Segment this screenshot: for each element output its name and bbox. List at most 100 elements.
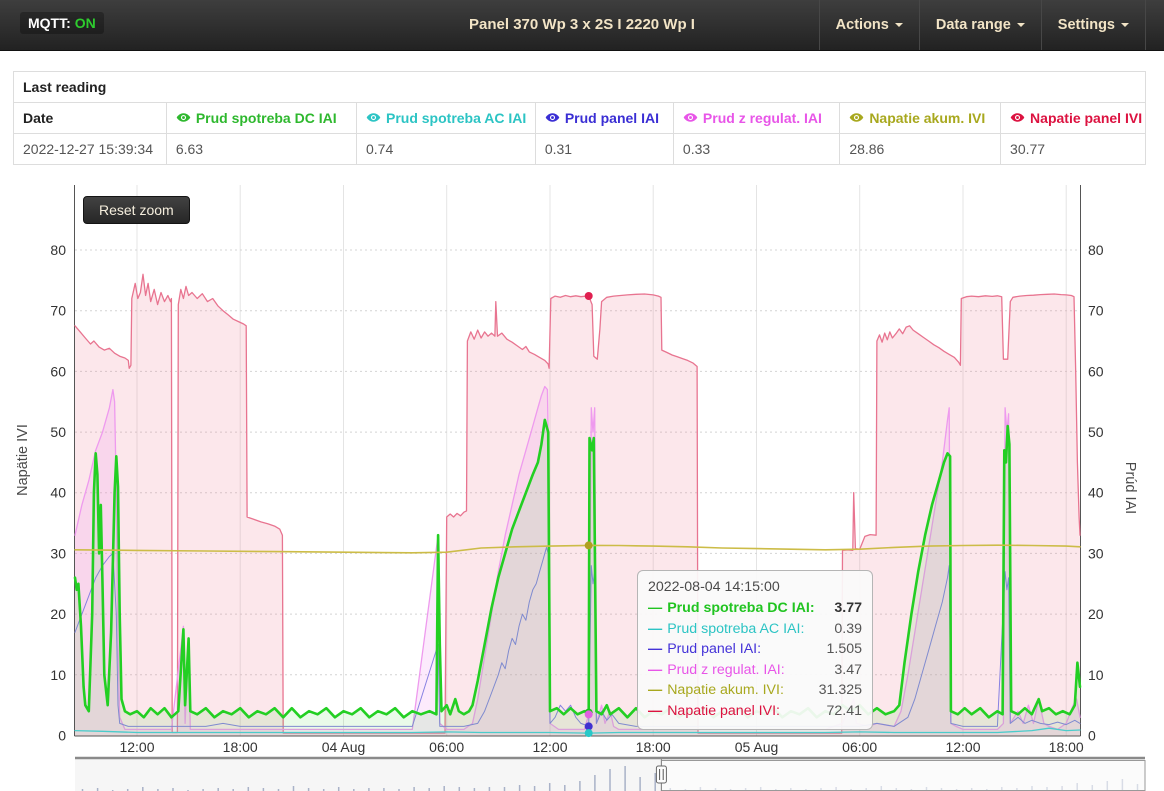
column-header-prud-z-regulat-iai[interactable]: Prud z regulat. IAI	[672, 102, 841, 134]
eye-icon	[850, 113, 864, 122]
tooltip-series-label: Prud spotreba DC IAI:	[667, 600, 815, 616]
tooltip-row: — Napatie panel IVI: 72.41	[648, 701, 862, 722]
hover-point-markers	[584, 292, 593, 738]
tooltip-series-label: Prud z regulat. IAI:	[667, 661, 785, 678]
range-handle[interactable]	[655, 765, 667, 784]
column-header-napatie-panel-ivi[interactable]: Napatie panel IVI	[1000, 102, 1146, 134]
chevron-down-icon	[1016, 23, 1025, 28]
eye-icon	[545, 113, 560, 122]
y-tick-label-left: 30	[50, 545, 66, 561]
x-tick-label: 18:00	[636, 739, 671, 755]
series-line-napatie-panel-ivi	[74, 273, 1081, 734]
menu-label: Settings	[1057, 17, 1115, 33]
column-label: Prud spotreba AC IAI	[385, 110, 527, 126]
cell-napatie-panel-ivi: 30.77	[1000, 133, 1146, 165]
hover-dot	[584, 541, 593, 550]
y-tick-label-left: 60	[50, 363, 66, 379]
range-selector-window[interactable]	[660, 760, 1146, 791]
column-header-prud-spotreba-ac-iai[interactable]: Prud spotreba AC IAI	[355, 102, 536, 134]
y-tick-label-right: 60	[1088, 363, 1104, 379]
y-tick-label-right: 70	[1088, 303, 1104, 319]
tooltip-series-value: 1.505	[826, 641, 862, 657]
cell-prud-z-regulat-iai: 0.33	[672, 133, 841, 165]
eye-icon	[1010, 113, 1025, 122]
y-tick-label-right: 30	[1088, 545, 1104, 561]
series-dash-icon: —	[648, 702, 663, 719]
table-header-row: Date Prud spotreba DC IAI Prud spotreba A…	[13, 102, 1146, 134]
y-tick-label-left: 40	[50, 485, 66, 501]
reset-zoom-button[interactable]: Reset zoom	[83, 196, 190, 224]
left-axis-title: Napätie IVI	[15, 424, 31, 496]
chevron-down-icon	[1121, 23, 1129, 28]
mqtt-label: MQTT:	[28, 15, 71, 31]
chevron-down-icon	[894, 23, 903, 28]
y-tick-label-right: 20	[1088, 606, 1104, 622]
navbar-menus: Actions Data range Settings	[818, 0, 1146, 50]
navbar: MQTT: ON Panel 370 Wp 3 x 2S I 2220 Wp I …	[0, 0, 1164, 51]
column-label: Napatie panel IVI	[1030, 110, 1143, 126]
x-tick-label: 06:00	[842, 739, 877, 755]
hover-dot	[584, 292, 593, 300]
series-line-prud-spotreba-dc-iai	[73, 418, 1082, 719]
x-tick-label: 18:00	[1049, 739, 1084, 755]
menu-label: Actions	[835, 17, 889, 33]
tooltip-row: — Prud spotreba DC IAI: 3.77	[648, 598, 862, 619]
hover-dot	[584, 729, 593, 738]
cell-napatie-akum-ivi: 28.86	[839, 133, 1002, 165]
menu-actions[interactable]: Actions	[818, 0, 919, 50]
tooltip-series-value: 3.77	[834, 600, 862, 616]
tooltip-row: — Prud spotreba AC IAI: 0.39	[648, 619, 862, 640]
series-area-prud-z-regulat-iai	[75, 386, 1080, 736]
mqtt-status-badge: MQTT: ON	[20, 12, 104, 34]
y-tick-label-right: 80	[1088, 242, 1104, 258]
cell-prud-panel-iai: 0.31	[534, 133, 674, 165]
cell-date: 2022-12-27 15:39:34	[13, 133, 167, 165]
tooltip-row: — Napatie akum. IVI: 31.325	[648, 680, 862, 701]
x-tick-label: 12:00	[119, 739, 154, 755]
mqtt-status-value: ON	[74, 15, 96, 31]
chart-series	[73, 273, 1082, 736]
column-label: Prud spotreba DC IAI	[195, 110, 337, 126]
y-tick-label-left: 20	[50, 606, 66, 622]
tooltip-series-label: Napatie akum. IVI:	[667, 682, 784, 698]
x-tick-label: 04 Aug	[322, 739, 366, 755]
chart-axis-lines	[74, 185, 1081, 737]
cell-prud-spotreba-dc-iai: 6.63	[165, 133, 357, 165]
hover-dot	[584, 722, 593, 731]
eye-icon	[683, 113, 698, 122]
y-tick-label-left: 0	[58, 728, 66, 744]
tooltip-series-label: Prud panel IAI:	[667, 641, 762, 657]
range-selector[interactable]	[75, 756, 1146, 791]
tooltip-timestamp: 2022-08-04 14:15:00	[648, 579, 780, 595]
menu-settings[interactable]: Settings	[1040, 0, 1146, 50]
column-label: Prud panel IAI	[564, 110, 659, 126]
table-title: Last reading	[13, 71, 1146, 103]
menu-label: Data range	[935, 17, 1011, 33]
x-tick-label: 12:00	[945, 739, 980, 755]
tooltip-series-label: Prud spotreba AC IAI:	[667, 620, 805, 637]
menu-data-range[interactable]: Data range	[918, 0, 1041, 50]
table-title-row: Last reading	[13, 71, 1146, 103]
column-label: Napatie akum. IVI	[869, 110, 986, 126]
y-tick-label-right: 0	[1088, 728, 1096, 744]
series-dash-icon: —	[648, 661, 663, 678]
column-header-prud-spotreba-dc-iai[interactable]: Prud spotreba DC IAI	[165, 102, 357, 134]
series-dash-icon: —	[648, 600, 663, 616]
column-header-date: Date	[13, 102, 167, 134]
x-axis-labels: 12:00 18:00 04 Aug 06:00 12:00 18:00 05 Aug 06:…	[119, 739, 1083, 755]
column-header-prud-panel-iai[interactable]: Prud panel IAI	[534, 102, 674, 134]
chart-tooltip: 2022-08-04 14:15:00 — Prud spotreba DC IA…	[637, 570, 873, 730]
x-tick-label: 06:00	[429, 739, 464, 755]
eye-icon	[176, 113, 191, 122]
y-tick-label-right: 40	[1088, 485, 1104, 501]
series-dash-icon: —	[648, 682, 663, 698]
timeseries-chart[interactable]: 12:00 18:00 04 Aug 06:00 12:00 18:00 05 Aug 06:…	[0, 170, 1164, 791]
y-tick-label-left: 50	[50, 424, 66, 440]
column-header-napatie-akum-ivi[interactable]: Napatie akum. IVI	[839, 102, 1002, 134]
y-tick-label-left: 70	[50, 303, 66, 319]
tooltip-row: — Prud panel IAI: 1.505	[648, 639, 862, 660]
right-axis-title: Prúd IAI	[1122, 462, 1138, 514]
tooltip-series-value: 0.39	[834, 620, 862, 637]
x-tick-label: 05 Aug	[735, 739, 779, 755]
cell-prud-spotreba-ac-iai: 0.74	[355, 133, 536, 165]
